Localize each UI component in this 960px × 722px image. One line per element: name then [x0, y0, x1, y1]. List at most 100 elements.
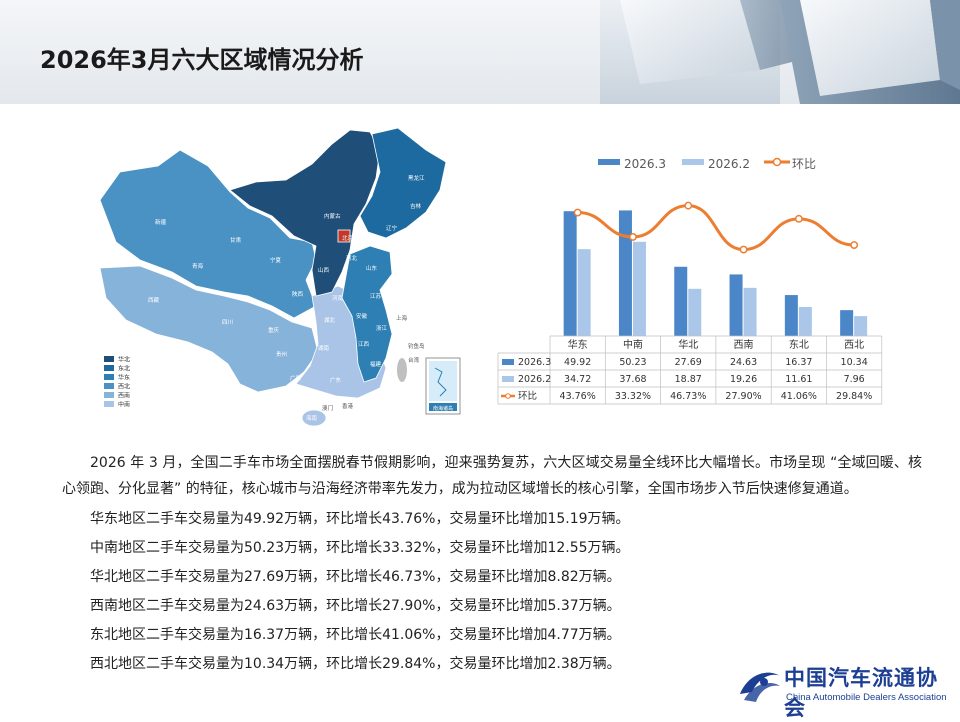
bar-2026.2-华东: [577, 249, 591, 336]
map-legend-label: 西北: [118, 383, 130, 391]
map-legend-label: 东北: [118, 365, 130, 373]
region-xibei: [99, 149, 317, 319]
svg-text:重庆: 重庆: [268, 326, 280, 334]
map-svg: 南海诸岛 新疆 内蒙古 黑龙江 吉林 辽宁 甘肃 青海 西藏 四川 云南 贵州 …: [99, 127, 461, 427]
table-cell: 11.61: [785, 374, 812, 385]
svg-text:广东: 广东: [330, 376, 342, 384]
region-dongbei: [359, 127, 447, 239]
association-name-cn: 中国汽车流通协会: [784, 665, 938, 720]
bar-2026.3-东北: [784, 295, 798, 336]
svg-text:湖南: 湖南: [318, 344, 330, 352]
svg-text:西藏: 西藏: [148, 296, 160, 304]
map-legend-label: 西南: [118, 392, 130, 400]
svg-text:江苏: 江苏: [370, 292, 382, 300]
huanbi-point-西北: [850, 241, 859, 249]
cada-emblem-icon: [740, 672, 780, 702]
table-swatch-2026-2: [502, 376, 514, 382]
svg-text:湖北: 湖北: [324, 316, 336, 324]
table-cell: 27.90%: [725, 391, 761, 402]
analysis-text: 2026 年 3 月，全国二手车市场全面摆脱春节假期影响，迎来强势复苏，六大区域…: [62, 450, 922, 679]
table-cell: 43.76%: [560, 391, 596, 402]
table-cell: 7.96: [844, 374, 865, 385]
table-cell: 16.37: [785, 357, 812, 368]
bar-2026.2-中南: [632, 241, 646, 336]
bar-2026.3-中南: [618, 210, 632, 336]
chart-legend: 2026.3 2026.2 环比: [598, 157, 816, 171]
legend-label-huanbi: 环比: [792, 157, 816, 171]
svg-text:河北: 河北: [346, 254, 358, 262]
region-line-huabei: 华北地区二手车交易量为27.69万辆，环比增长46.73%，交易量环比增加8.8…: [90, 569, 621, 585]
table-cell: 34.72: [564, 374, 591, 385]
association-name-en: China Automobile Dealers Association: [786, 692, 947, 703]
table-row-label: 2026.3: [518, 357, 551, 368]
legend-label-2026-2: 2026.2: [708, 157, 750, 171]
category-label-东北: 东北: [789, 338, 809, 351]
map-legend-swatch: [104, 374, 114, 380]
map-legend-swatch: [104, 383, 114, 389]
region-line-xinan: 西南地区二手车交易量为24.63万辆，环比增长27.90%，交易量环比增加5.3…: [90, 598, 621, 614]
svg-text:甘肃: 甘肃: [230, 236, 242, 244]
svg-text:河南: 河南: [332, 294, 344, 302]
table-row-label: 环比: [518, 390, 537, 402]
legend-swatch-2026-2: [682, 159, 704, 165]
svg-text:钓鱼岛: 钓鱼岛: [408, 342, 425, 350]
svg-text:内蒙古: 内蒙古: [324, 212, 341, 220]
map-legend-swatch: [104, 356, 114, 362]
svg-text:吉林: 吉林: [410, 202, 422, 210]
region-line-huadong: 华东地区二手车交易量为49.92万辆，环比增长43.76%，交易量环比增加15.…: [90, 511, 630, 527]
svg-text:台湾: 台湾: [408, 356, 420, 364]
category-label-华东: 华东: [568, 338, 588, 351]
table-cell: 33.32%: [615, 391, 651, 402]
china-region-map: 南海诸岛 新疆 内蒙古 黑龙江 吉林 辽宁 甘肃 青海 西藏 四川 云南 贵州 …: [80, 120, 480, 430]
table-row-label: 2026.2: [518, 374, 551, 385]
svg-text:宁夏: 宁夏: [270, 256, 282, 264]
svg-text:福建: 福建: [370, 360, 382, 368]
svg-text:浙江: 浙江: [376, 324, 388, 332]
legend-swatch-2026-3: [598, 159, 620, 165]
huanbi-point-西南: [739, 245, 748, 254]
svg-text:北京: 北京: [342, 234, 354, 242]
table-cell: 18.87: [675, 374, 702, 385]
bar-2026.2-西南: [743, 287, 757, 336]
map-legend-label: 中南: [118, 401, 130, 409]
svg-text:海南: 海南: [306, 414, 318, 422]
region-line-xibei: 西北地区二手车交易量为10.34万辆，环比增长29.84%，交易量环比增加2.3…: [90, 656, 621, 672]
svg-text:辽宁: 辽宁: [386, 224, 398, 232]
bar-2026.3-华东: [563, 211, 577, 336]
hainan-island: [301, 409, 327, 427]
category-label-华北: 华北: [678, 338, 698, 351]
svg-text:澳门: 澳门: [322, 404, 333, 412]
inset-label: 南海诸岛: [433, 405, 453, 412]
svg-text:江西: 江西: [358, 341, 370, 348]
svg-text:陕西: 陕西: [292, 290, 304, 298]
huanbi-point-东北: [794, 214, 803, 223]
region-line-zhongnan: 中南地区二手车交易量为50.23万辆，环比增长33.32%，交易量环比增加12.…: [90, 540, 630, 556]
table-cell: 41.06%: [781, 391, 817, 402]
map-legend-label: 华北: [118, 356, 130, 364]
svg-text:贵州: 贵州: [276, 350, 287, 358]
table-cell: 10.34: [841, 357, 868, 368]
province-labels: 新疆 内蒙古 黑龙江 吉林 辽宁 甘肃 青海 西藏 四川 云南 贵州 湖南 湖北…: [148, 174, 425, 422]
table-cell: 46.73%: [670, 391, 706, 402]
region-huadong: [341, 245, 393, 383]
huanbi-point-中南: [629, 232, 637, 241]
bar-2026.2-西北: [854, 316, 868, 336]
svg-text:上海: 上海: [396, 314, 408, 322]
page-title: 2026年3月六大区域情况分析: [40, 46, 364, 74]
table-cell: 49.92: [564, 357, 591, 368]
decorative-cubes: [600, 0, 960, 104]
bar-2026.2-华北: [688, 288, 702, 336]
svg-text:新疆: 新疆: [155, 218, 167, 226]
table-swatch-huanbi-marker: [505, 393, 511, 399]
svg-text:黑龙江: 黑龙江: [408, 174, 425, 182]
beijing-marker: [337, 229, 351, 243]
map-legend-swatch: [104, 392, 114, 398]
table-cell: 19.26: [730, 374, 757, 385]
svg-text:青海: 青海: [192, 262, 204, 270]
legend-label-2026-3: 2026.3: [624, 157, 666, 171]
table-cell: 24.63: [730, 357, 757, 368]
svg-text:山东: 山东: [366, 264, 378, 272]
map-legend-label: 华东: [118, 374, 130, 382]
table-cell: 27.69: [675, 357, 702, 368]
